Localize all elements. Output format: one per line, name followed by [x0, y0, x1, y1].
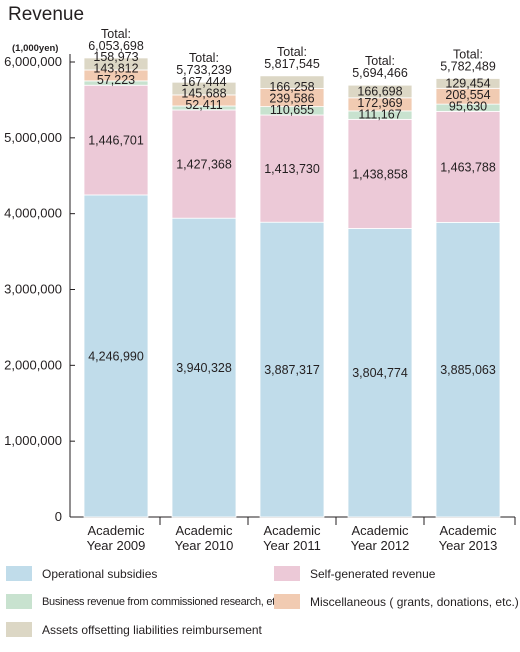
y-tick-label: 2,000,000	[4, 357, 62, 372]
legend-business-revenue: Business revenue from commissioned resea…	[6, 594, 283, 609]
stacked-bar-chart: 0 1,000,000 2,000,000 3,000,000 4,000,000 5,0…	[4, 27, 516, 553]
bar-segment	[435, 221, 501, 518]
data-label: 111,167	[358, 107, 401, 121]
data-label: 1,413,730	[264, 162, 320, 176]
data-label: 4,246,990	[88, 349, 144, 363]
data-label: 143,812	[93, 62, 138, 76]
bar-segment	[171, 81, 237, 96]
data-label: 239,586	[269, 92, 314, 106]
bar-segment	[435, 78, 501, 89]
total-value: 5,733,239	[176, 63, 232, 77]
legend-swatch	[274, 566, 300, 581]
legend-miscellaneous: Miscellaneous ( grants, donations, etc.)	[274, 594, 519, 609]
legend-label: Business revenue from commissioned resea…	[42, 595, 283, 608]
chart-legend: Operational subsidies Self-generated reve…	[0, 560, 520, 650]
total-value: 5,782,489	[440, 59, 496, 73]
total-prefix: Total:	[365, 54, 395, 68]
data-label: 3,940,328	[176, 361, 232, 375]
legend-label: Self-generated revenue	[310, 566, 436, 581]
bar-segment	[435, 110, 501, 223]
x-tick-label: Academic	[439, 523, 497, 538]
x-tick-label: Year 2009	[87, 538, 146, 553]
x-tick-label: Academic	[175, 523, 233, 538]
total-prefix: Total:	[277, 45, 307, 59]
total-prefix: Total:	[453, 47, 483, 61]
legend-swatch	[6, 566, 32, 581]
y-tick-label: 6,000,000	[4, 54, 62, 69]
total-prefix: Total:	[101, 27, 131, 41]
data-label: 1,427,368	[176, 158, 232, 172]
total-value: 5,817,545	[264, 57, 320, 71]
legend-operational-subsidies: Operational subsidies	[6, 566, 157, 581]
bar-segment	[259, 75, 325, 89]
legend-swatch	[6, 594, 32, 609]
data-label: 129,454	[445, 76, 490, 90]
x-tick-label: Academic	[263, 523, 321, 538]
bar-segment	[83, 57, 149, 71]
legend-swatch	[6, 622, 32, 637]
total-value: 5,694,466	[352, 66, 408, 80]
data-label: 166,258	[269, 80, 314, 94]
data-label: 95,630	[449, 99, 487, 113]
legend-swatch	[274, 594, 300, 609]
data-label: 52,411	[185, 98, 222, 112]
legend-label: Operational subsidies	[42, 566, 158, 581]
x-tick-label: Academic	[87, 523, 145, 538]
x-tick-label: Academic	[351, 523, 409, 538]
total-prefix: Total:	[189, 51, 219, 65]
bar-segment	[347, 84, 413, 99]
bar-segment	[83, 194, 149, 518]
bar-segment	[347, 228, 413, 518]
x-tick-label: Year 2012	[351, 538, 410, 553]
data-label: 208,554	[445, 88, 490, 102]
bar-segment	[83, 84, 149, 196]
legend-self-generated-revenue: Self-generated revenue	[274, 566, 435, 581]
total-value: 6,053,698	[88, 39, 144, 53]
y-tick-label: 1,000,000	[4, 433, 62, 448]
unit-label: (1,000yen)	[12, 43, 58, 54]
x-tick-label: Year 2010	[175, 538, 234, 553]
chart-title: Revenue	[8, 4, 85, 25]
y-tick-label: 4,000,000	[4, 206, 62, 221]
bar-segment	[171, 109, 237, 219]
legend-assets-offsetting: Assets offsetting liabilities reimbursem…	[6, 622, 262, 637]
data-label: 172,969	[357, 96, 402, 110]
x-tick-label: Year 2013	[439, 538, 498, 553]
data-label: 1,463,788	[440, 160, 496, 174]
y-tick-label: 3,000,000	[4, 282, 62, 297]
data-label: 110,655	[270, 103, 314, 117]
y-tick-label: 5,000,000	[4, 130, 62, 145]
data-label: 158,973	[93, 50, 138, 64]
x-tick-label: Year 2011	[263, 538, 321, 553]
y-tick-label: 0	[55, 509, 62, 524]
data-label: 3,804,774	[352, 366, 408, 380]
data-label: 1,438,858	[352, 167, 408, 181]
data-label: 1,446,701	[88, 134, 144, 148]
data-label: 3,887,317	[264, 363, 320, 377]
bar-segment	[347, 118, 413, 229]
legend-label: Assets offsetting liabilities reimbursem…	[42, 622, 262, 637]
bar-segment	[259, 114, 325, 223]
data-label: 57,223	[97, 73, 135, 87]
bar-segment	[171, 217, 237, 518]
legend-label: Miscellaneous ( grants, donations, etc.)	[310, 594, 519, 609]
data-label: 166,698	[357, 84, 402, 98]
data-label: 3,885,063	[440, 363, 496, 377]
bar-segment	[259, 221, 325, 518]
data-label: 145,688	[181, 86, 226, 100]
data-label: 167,444	[181, 75, 226, 89]
